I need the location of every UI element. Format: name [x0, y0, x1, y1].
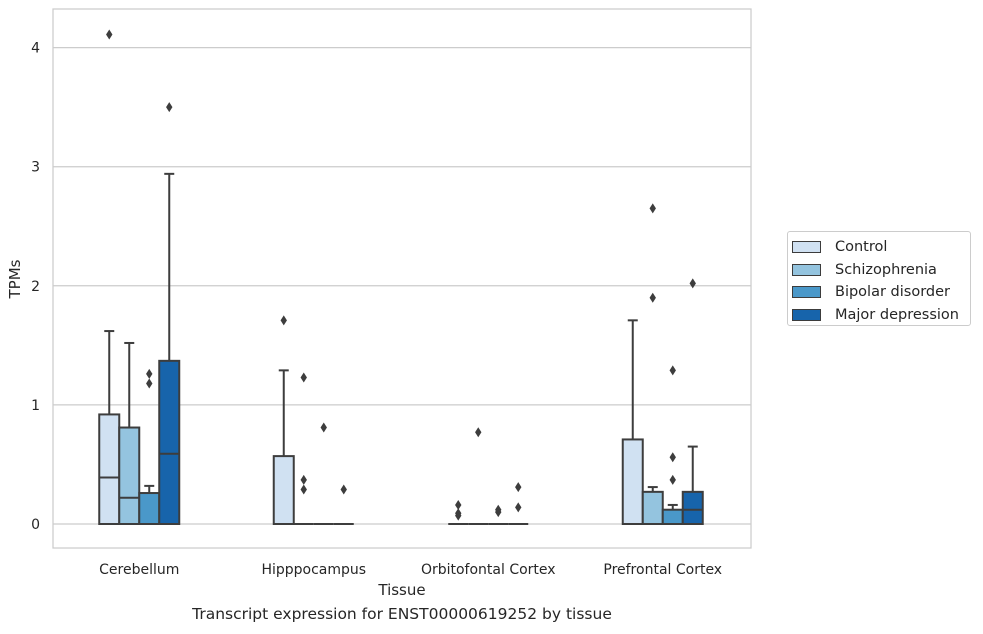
legend-swatch	[792, 241, 821, 254]
y-tick-label: 0	[31, 517, 40, 533]
box-body	[158, 359, 181, 526]
outlier-point	[146, 378, 153, 389]
outlier-point	[669, 365, 676, 376]
outlier-point	[166, 102, 173, 113]
box-2-3	[661, 365, 684, 526]
y-tick-label: 1	[31, 398, 40, 414]
outlier-point	[475, 427, 482, 438]
outlier-point	[300, 372, 307, 383]
outlier-point	[300, 484, 307, 495]
box-body	[621, 438, 644, 525]
legend-item-major-depression: Major depression	[792, 304, 970, 327]
box-2-2	[488, 504, 509, 525]
box-2-0	[138, 368, 161, 525]
box-0-1	[272, 315, 295, 526]
x-tick-label: Cerebellum	[99, 562, 179, 578]
box-3-2	[508, 482, 529, 525]
outlier-point	[669, 474, 676, 485]
box-1-2	[468, 427, 489, 525]
legend-label: Major depression	[835, 306, 959, 323]
box-body	[98, 413, 121, 526]
x-tick-label: Prefrontal Cortex	[603, 562, 722, 578]
box-body	[138, 492, 161, 525]
x-tick-label: Hipppocampus	[261, 562, 366, 578]
outlier-point	[495, 504, 502, 515]
outlier-point	[280, 315, 287, 326]
outlier-point	[340, 484, 347, 495]
outlier-point	[669, 452, 676, 463]
boxes	[98, 29, 704, 526]
box-body	[272, 455, 295, 526]
legend-item-bipolar-disorder: Bipolar disorder	[792, 281, 970, 304]
outlier-point	[455, 499, 462, 510]
outlier-point	[300, 474, 307, 485]
box-3-0	[158, 102, 181, 526]
legend-item-schizophrenia: Schizophrenia	[792, 259, 970, 282]
box-body	[641, 490, 664, 525]
plot-frame	[52, 8, 752, 549]
legend-swatch	[792, 308, 821, 321]
outlier-point	[515, 502, 522, 513]
y-tick-labels: 0 1 2 3 4	[31, 41, 40, 533]
box-0-3	[621, 319, 644, 525]
outlier-point	[320, 422, 327, 433]
outlier-point	[649, 203, 656, 214]
box-body	[118, 426, 141, 525]
outlier-point	[649, 292, 656, 303]
box-0-0	[98, 29, 121, 526]
x-axis-label: Tissue	[377, 581, 425, 599]
y-axis-label: TPMs	[6, 259, 24, 299]
x-tick-label: Orbitofontal Cortex	[421, 562, 556, 578]
x-tick-labels: Cerebellum Hipppocampus Orbitofontal Corte…	[99, 562, 722, 578]
outlier-point	[146, 368, 153, 379]
gridlines	[53, 46, 751, 525]
outlier-point	[689, 278, 696, 289]
y-tick-label: 3	[31, 160, 40, 176]
box-3-1	[333, 484, 354, 525]
legend-label: Schizophrenia	[835, 261, 937, 278]
box-2-1	[313, 422, 334, 525]
y-tick-label: 4	[31, 41, 40, 57]
outlier-point	[106, 29, 113, 40]
legend-label: Control	[835, 239, 888, 256]
figure-caption: Transcript expression for ENST0000061925…	[192, 605, 612, 623]
legend: Control Schizophrenia Bipolar disorder M…	[787, 231, 971, 326]
legend-swatch	[792, 286, 821, 299]
legend-label: Bipolar disorder	[835, 284, 950, 301]
outlier-point	[455, 508, 462, 519]
legend-swatch	[792, 263, 821, 276]
box-1-0	[118, 341, 141, 525]
outlier-point	[515, 482, 522, 493]
box-body	[681, 490, 704, 525]
box-0-2	[448, 499, 469, 525]
box-1-1	[293, 372, 314, 525]
box-body	[661, 508, 684, 526]
y-tick-label: 2	[31, 279, 40, 295]
legend-item-control: Control	[792, 236, 970, 259]
box-1-3	[641, 203, 664, 525]
box-3-3	[681, 278, 704, 525]
